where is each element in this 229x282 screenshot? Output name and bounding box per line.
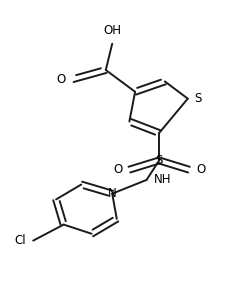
Text: S: S — [155, 154, 163, 167]
Text: O: O — [196, 163, 205, 176]
Text: Cl: Cl — [14, 234, 26, 247]
Text: O: O — [113, 163, 123, 176]
Text: OH: OH — [103, 24, 121, 37]
Text: O: O — [56, 73, 65, 86]
Text: S: S — [195, 92, 202, 105]
Text: N: N — [108, 187, 117, 200]
Text: NH: NH — [153, 173, 171, 186]
